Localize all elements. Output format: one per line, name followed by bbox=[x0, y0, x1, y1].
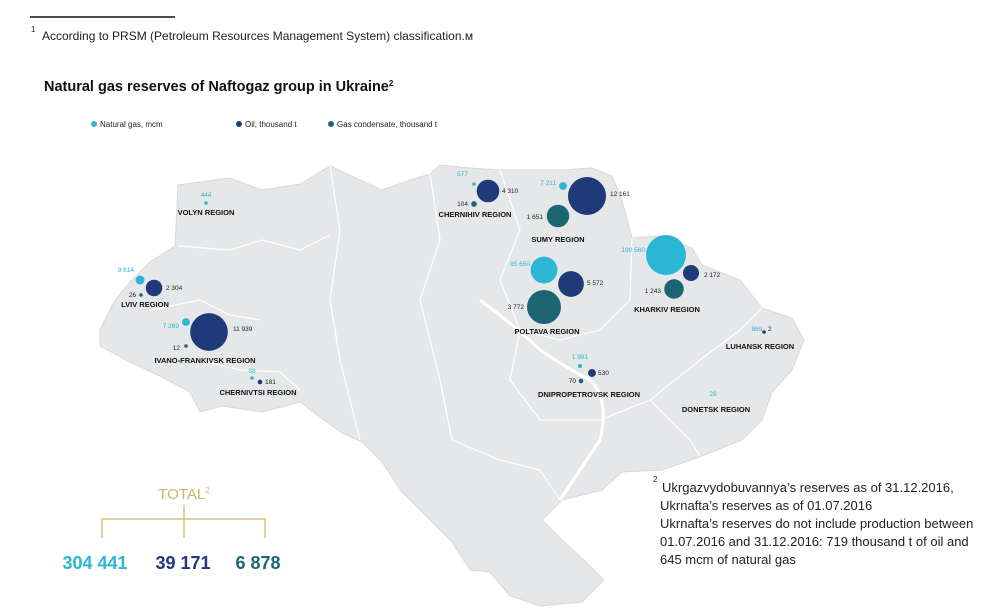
map bbox=[99, 164, 805, 607]
bubble-condensate bbox=[664, 279, 684, 299]
value-label: 85 650 bbox=[510, 261, 530, 268]
value-label: 2 172 bbox=[704, 272, 721, 279]
country-shape bbox=[99, 164, 805, 607]
footnote-mark: 1 bbox=[31, 25, 36, 34]
bubble-gas bbox=[559, 182, 567, 190]
bubble-condensate bbox=[139, 293, 143, 297]
river bbox=[479, 298, 605, 501]
bubble-gas bbox=[182, 318, 190, 326]
region-name: POLTAVA REGION bbox=[515, 327, 580, 336]
region-name: SUMY REGION bbox=[531, 235, 584, 244]
bubble-oil bbox=[588, 369, 596, 377]
legend-label: Oil, thousand t bbox=[245, 120, 297, 129]
value-label: 2 304 bbox=[166, 285, 183, 292]
note-line: Ukrnafta’s reserves as of 01.07.2016 bbox=[660, 498, 872, 513]
value-label: 28 bbox=[709, 391, 717, 398]
note-mark: 2 bbox=[653, 475, 658, 484]
region-name: DONETSK REGION bbox=[682, 405, 750, 414]
bubble-oil bbox=[257, 379, 263, 385]
value-label: 12 bbox=[173, 345, 181, 352]
bubble-oil bbox=[568, 177, 606, 215]
totals-sup: 2 bbox=[205, 486, 210, 495]
note-line: Ukrnafta’s reserves do not include produ… bbox=[660, 516, 973, 531]
value-label: 11 939 bbox=[233, 326, 253, 333]
value-label: 577 bbox=[457, 171, 468, 178]
bubble-gas bbox=[204, 201, 208, 205]
value-label: 70 bbox=[569, 378, 577, 385]
region-name: LVIV REGION bbox=[121, 300, 169, 309]
total-oil: 39 171 bbox=[155, 553, 210, 573]
legend-label: Natural gas, mcm bbox=[100, 120, 163, 129]
value-label: 3 772 bbox=[508, 304, 525, 311]
total-condensate: 6 878 bbox=[235, 553, 280, 573]
footnote-text: According to PRSM (Petroleum Resources M… bbox=[42, 29, 473, 43]
bubble-oil bbox=[190, 313, 228, 351]
legend-dot bbox=[236, 121, 242, 127]
legend-dot bbox=[328, 121, 334, 127]
bubble-condensate bbox=[527, 290, 561, 324]
region-name: CHERNIVTSI REGION bbox=[219, 388, 296, 397]
value-label: 1 243 bbox=[645, 288, 662, 295]
region-name: IVANO-FRANKIVSK REGION bbox=[154, 356, 255, 365]
value-label: 2 bbox=[768, 326, 772, 333]
note-line: Ukrgazvydobuvannya’s reserves as of 31.1… bbox=[662, 480, 954, 495]
title: Natural gas reserves of Naftogaz group i… bbox=[44, 79, 394, 95]
value-label: 12 161 bbox=[610, 191, 630, 198]
value-label: 4 310 bbox=[502, 188, 519, 195]
region-name: DNIPROPETROVSK REGION bbox=[538, 390, 640, 399]
value-label: 1 651 bbox=[527, 214, 544, 221]
total-gas: 304 441 bbox=[62, 553, 127, 573]
bubble-oil bbox=[476, 179, 500, 203]
bubble-oil bbox=[682, 264, 700, 282]
value-label: 190 560 bbox=[622, 247, 646, 254]
note-line: 01.07.2016 and 31.12.2016: 719 thousand … bbox=[660, 534, 969, 549]
legend-dot bbox=[91, 121, 97, 127]
bubble-condensate bbox=[471, 201, 477, 207]
value-label: 9 614 bbox=[118, 267, 135, 274]
value-label: 38 bbox=[248, 368, 256, 375]
value-label: 7 211 bbox=[540, 180, 556, 187]
value-label: 104 bbox=[457, 201, 468, 208]
region-name: VOLYN REGION bbox=[178, 208, 235, 217]
value-label: 181 bbox=[265, 379, 276, 386]
bubble-condensate bbox=[184, 344, 188, 348]
region-name: KHARKIV REGION bbox=[634, 305, 700, 314]
totals-label: TOTAL2 bbox=[158, 486, 210, 503]
bubble-gas bbox=[646, 235, 686, 275]
totals-bracket bbox=[101, 505, 266, 538]
totals-text: TOTAL bbox=[158, 486, 205, 503]
bubble-oil bbox=[145, 279, 163, 297]
region-name: LUHANSK REGION bbox=[726, 342, 794, 351]
bubble-condensate bbox=[546, 204, 570, 228]
title-sup: 2 bbox=[389, 79, 394, 88]
value-label: 530 bbox=[598, 370, 609, 377]
value-label: 1 981 bbox=[572, 354, 589, 361]
value-label: 869 bbox=[752, 326, 763, 333]
bubble-oil bbox=[762, 330, 766, 334]
bubble-gas bbox=[250, 376, 254, 380]
region-borders bbox=[149, 165, 763, 501]
value-label: 5 572 bbox=[587, 280, 604, 287]
bubble-gas bbox=[472, 182, 476, 186]
bubble-gas bbox=[530, 256, 558, 284]
bubble-condensate bbox=[578, 378, 584, 384]
bubble-gas bbox=[135, 275, 145, 285]
region-name: CHERNIHIV REGION bbox=[439, 210, 512, 219]
note: 2 Ukrgazvydobuvannya’s reserves as of 31… bbox=[653, 475, 973, 567]
note-line: 645 mcm of natural gas bbox=[660, 552, 796, 567]
bubbles bbox=[135, 177, 766, 385]
legend-label: Gas condensate, thousand t bbox=[337, 120, 438, 129]
title-text: Natural gas reserves of Naftogaz group i… bbox=[44, 79, 389, 95]
value-label: 7 269 bbox=[163, 323, 180, 330]
totals: TOTAL2 304 441 39 171 6 878 bbox=[62, 486, 280, 573]
value-label: 444 bbox=[201, 192, 212, 199]
bubble-oil bbox=[558, 271, 584, 297]
value-label: 26 bbox=[129, 292, 137, 299]
bubble-gas bbox=[577, 363, 583, 369]
